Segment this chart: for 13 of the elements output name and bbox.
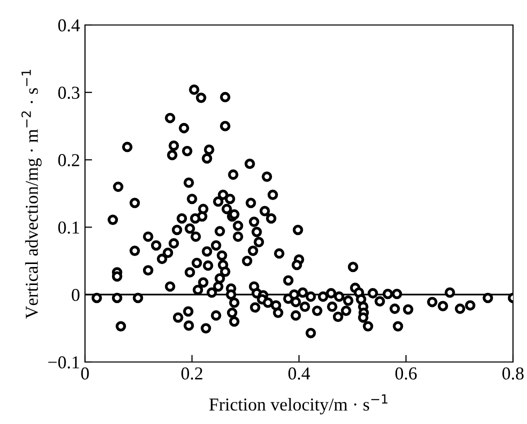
- y-tick-label: 0: [72, 288, 80, 302]
- y-tick-label: 0.1: [58, 221, 80, 234]
- x-tick-label: 0.2: [181, 367, 202, 380]
- y-tick-label: 0.4: [58, 19, 80, 32]
- x-tick-label: 0.8: [502, 367, 524, 380]
- y-axis-title: Vertical advection/mg · m$^{−2}$ · s$^{−1}$: [21, 70, 42, 319]
- y-tick-label: 0.3: [58, 86, 80, 99]
- x-tick-label: 0.6: [395, 367, 417, 380]
- y-tick-label: −0.1: [48, 356, 80, 369]
- x-tick-label: 0.4: [288, 367, 310, 380]
- x-tick-label: 0: [81, 367, 89, 380]
- x-axis-title: Friction velocity/m · s$^{−1}$: [209, 394, 388, 414]
- y-tick-label: 0.2: [58, 154, 80, 166]
